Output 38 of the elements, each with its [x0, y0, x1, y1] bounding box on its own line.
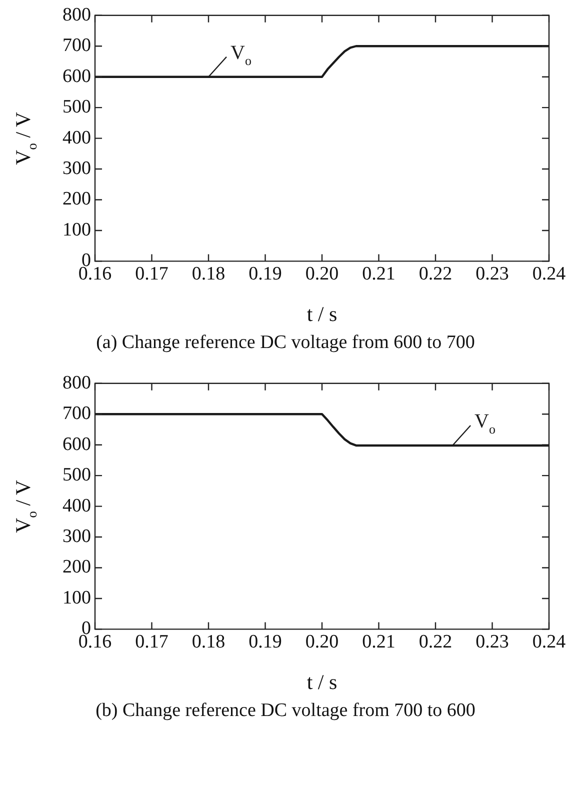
x-tick-label: 0.23 — [476, 264, 509, 285]
y-tick-label: 400 — [62, 127, 91, 148]
x-tick-label: 0.20 — [305, 632, 339, 653]
y-axis-title: Vo / V — [11, 112, 40, 166]
y-tick-label: 500 — [62, 464, 91, 486]
y-tick-label: 800 — [62, 4, 91, 26]
text: (a) Change reference DC voltage from 600 to 700 — [95, 332, 476, 354]
x-tick-label: 0.21 — [362, 264, 396, 285]
x-tick-label: 0.22 — [418, 632, 452, 653]
x-tick-label: 0.24 — [532, 632, 566, 653]
y-tick-label: 200 — [62, 188, 91, 210]
x-tick-label: 0.17 — [135, 632, 168, 653]
y-tick-label: 500 — [62, 96, 91, 118]
y-tick-label: 300 — [62, 158, 91, 180]
x-tick-label: 0.18 — [192, 264, 226, 285]
x-tick-label: 0.19 — [248, 632, 282, 653]
y-tick-label: 400 — [62, 495, 91, 516]
x-tick-label: 0.21 — [362, 632, 396, 653]
y-tick-label: 800 — [62, 372, 91, 394]
x-axis-title: t / s — [306, 670, 338, 694]
x-tick-label: 0.20 — [305, 264, 339, 285]
text: (b) Change reference DC voltage from 700 to 600 — [94, 700, 476, 722]
x-tick-label: 0.19 — [248, 264, 282, 285]
x-tick-label: 0.17 — [135, 264, 168, 285]
y-tick-label: 100 — [62, 219, 91, 240]
y-tick-label: 600 — [62, 434, 91, 455]
y-tick-label: 200 — [62, 556, 91, 578]
y-tick-label: 700 — [62, 403, 91, 424]
y-tick-label: 600 — [62, 66, 91, 87]
x-axis-title: t / s — [306, 302, 338, 326]
y-tick-label: 700 — [62, 35, 91, 56]
x-tick-label: 0.18 — [192, 632, 226, 653]
y-axis-title: Vo / V — [11, 480, 40, 534]
y-tick-label: 100 — [62, 587, 91, 608]
x-tick-label: 0.23 — [476, 632, 509, 653]
y-tick-label: 300 — [62, 526, 91, 548]
x-tick-label: 0.22 — [418, 264, 452, 285]
x-tick-label: 0.24 — [532, 264, 566, 285]
